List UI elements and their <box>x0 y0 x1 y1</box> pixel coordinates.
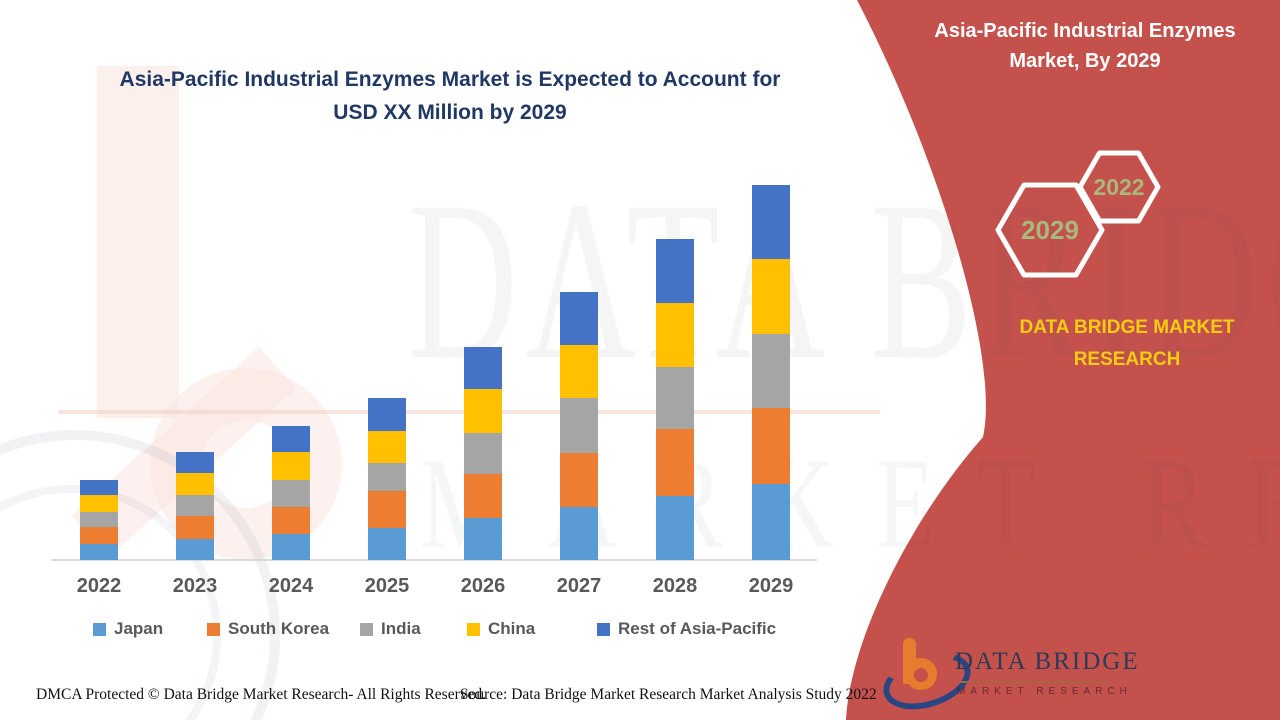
bar-segment-2024-rest-of-asia-pacific <box>272 426 310 452</box>
legend-item-rest-of-asia-pacific: Rest of Asia-Pacific <box>597 619 776 639</box>
bar-segment-2026-india <box>464 433 502 474</box>
bar-segment-2023-rest-of-asia-pacific <box>176 452 214 473</box>
x-axis-label-2028: 2028 <box>652 575 698 597</box>
x-axis-label-2027: 2027 <box>556 575 602 597</box>
bar-2026 <box>464 347 502 560</box>
bar-segment-2027-japan <box>560 507 598 560</box>
bar-segment-2022-japan <box>80 544 118 560</box>
legend-swatch-icon <box>93 622 106 636</box>
bar-2029 <box>752 185 790 560</box>
bar-segment-2025-japan <box>368 528 406 560</box>
legend: Japan South Korea India China Rest of Asia-P… <box>0 619 860 647</box>
bar-segment-2029-india <box>752 334 790 408</box>
bar-segment-2024-japan <box>272 534 310 560</box>
x-axis-label-2025: 2025 <box>364 575 410 597</box>
legend-swatch-icon <box>360 622 373 636</box>
legend-swatch-icon <box>597 622 610 636</box>
bar-2023 <box>176 452 214 560</box>
x-axis-label-2026: 2026 <box>460 575 506 597</box>
bar-segment-2026-south-korea <box>464 474 502 518</box>
bar-segment-2026-japan <box>464 518 502 560</box>
bar-segment-2025-india <box>368 463 406 491</box>
legend-label: India <box>381 619 421 638</box>
bar-segment-2024-india <box>272 480 310 507</box>
bar-segment-2027-india <box>560 398 598 453</box>
legend-item-south-korea: South Korea <box>207 619 329 639</box>
bar-segment-2026-rest-of-asia-pacific <box>464 347 502 389</box>
legend-label: China <box>488 619 536 638</box>
bar-segment-2025-rest-of-asia-pacific <box>368 398 406 431</box>
bar-segment-2029-rest-of-asia-pacific <box>752 185 790 259</box>
footer-dmca-text: DMCA Protected © Data Bridge Market Rese… <box>36 686 486 703</box>
legend-item-japan: Japan <box>93 619 163 639</box>
bar-segment-2022-india <box>80 512 118 527</box>
side-panel-title: Asia-Pacific Industrial Enzymes Market, … <box>934 20 1236 72</box>
bar-segment-2027-china <box>560 345 598 398</box>
bar-segment-2028-china <box>656 303 694 367</box>
bar-segment-2025-china <box>368 431 406 463</box>
page-title: Asia-Pacific Industrial Enzymes Market i… <box>119 68 781 124</box>
legend-label: South Korea <box>228 619 330 638</box>
legend-label: Japan <box>114 619 164 638</box>
legend-item-china: China <box>467 619 535 639</box>
legend-item-india: India <box>360 619 421 639</box>
bar-segment-2025-south-korea <box>368 491 406 528</box>
bar-segment-2022-south-korea <box>80 527 118 544</box>
bar-segment-2022-china <box>80 495 118 512</box>
bar-segment-2028-india <box>656 367 694 429</box>
badge-year-2022: 2022 <box>1093 174 1145 200</box>
bar-segment-2028-rest-of-asia-pacific <box>656 239 694 303</box>
bar-segment-2023-japan <box>176 539 214 560</box>
x-axis-label-2022: 2022 <box>76 575 122 597</box>
logo-name: DATA BRIDGE <box>955 648 1140 675</box>
footer-source-text: Source: Data Bridge Market Research Mark… <box>460 686 877 703</box>
x-axis-label-2024: 2024 <box>268 575 314 597</box>
plot-area: 2022 2023 2024 2025 2026 2027 2028 2029 <box>52 185 817 597</box>
bar-segment-2023-india <box>176 495 214 516</box>
bar-segment-2022-rest-of-asia-pacific <box>80 480 118 495</box>
legend-label: Rest of Asia-Pacific <box>618 619 777 638</box>
bar-segment-2023-china <box>176 473 214 495</box>
bar-segment-2029-japan <box>752 484 790 560</box>
x-axis-label-2023: 2023 <box>172 575 218 597</box>
x-axis-label-2029: 2029 <box>748 575 794 597</box>
bar-segment-2027-rest-of-asia-pacific <box>560 292 598 345</box>
bar-segment-2027-south-korea <box>560 453 598 507</box>
legend-swatch-icon <box>467 622 480 636</box>
bar-segment-2028-japan <box>656 496 694 560</box>
bar-2025 <box>368 398 406 560</box>
bar-2022 <box>80 480 118 560</box>
bar-segment-2023-south-korea <box>176 516 214 539</box>
brand-name-text: DATA BRIDGE MARKET RESEARCH <box>1019 317 1235 371</box>
bar-2027 <box>560 292 598 560</box>
bar-2028 <box>656 239 694 560</box>
logo-underline <box>955 681 1107 683</box>
logo-tagline: MARKET RESEARCH <box>957 686 1132 697</box>
bar-segment-2029-south-korea <box>752 408 790 484</box>
bar-segment-2029-china <box>752 259 790 334</box>
bar-segment-2024-china <box>272 452 310 480</box>
legend-swatch-icon <box>207 622 220 636</box>
category-axis-line <box>52 559 817 561</box>
logo-b-hole-icon <box>914 668 928 682</box>
bar-2024 <box>272 426 310 560</box>
badge-year-2029: 2029 <box>1021 215 1079 245</box>
bar-segment-2028-south-korea <box>656 429 694 496</box>
bar-segment-2024-south-korea <box>272 507 310 534</box>
hexagon-badges-icon <box>995 150 1161 278</box>
bar-segment-2026-china <box>464 389 502 433</box>
